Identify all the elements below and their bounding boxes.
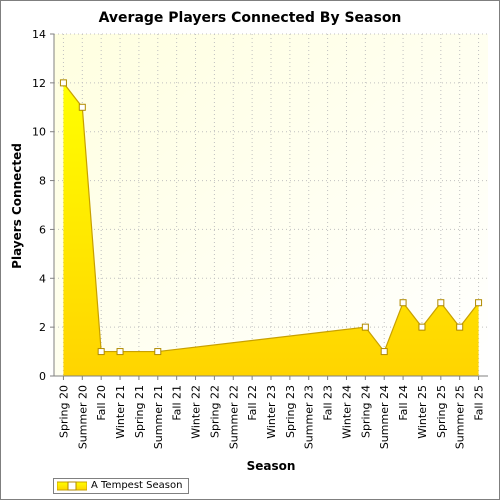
x-tick-label: Fall 24: [397, 385, 410, 421]
x-tick-label: Fall 21: [171, 385, 184, 421]
y-tick-label: 4: [39, 272, 46, 285]
series-line: [62, 82, 480, 353]
x-tick-label: Winter 25: [416, 385, 429, 439]
data-point: [380, 348, 388, 356]
x-tick-label: Winter 23: [265, 385, 278, 439]
data-point: [475, 299, 483, 307]
legend-label: A Tempest Season: [91, 480, 183, 491]
x-axis-title: Season: [247, 459, 296, 473]
x-tick-label: Fall 20: [95, 385, 108, 421]
x-tick-label: Summer 20: [76, 385, 89, 449]
data-point: [78, 103, 86, 111]
data-point: [116, 348, 124, 356]
x-tick-label: Winter 24: [340, 385, 353, 439]
x-tick-label: Winter 22: [190, 385, 203, 439]
y-tick-label: 14: [32, 28, 46, 41]
y-tick-label: 0: [39, 370, 46, 383]
x-tick-label: Summer 21: [152, 385, 165, 449]
x-tick-label: Spring 22: [208, 385, 221, 438]
x-tick-label: Fall 22: [246, 385, 259, 421]
x-tick-label: Spring 20: [57, 385, 70, 438]
x-tick-label: Summer 25: [454, 385, 467, 449]
x-tick-label: Spring 24: [359, 385, 372, 438]
chart-title: Average Players Connected By Season: [99, 10, 402, 26]
data-point: [59, 79, 67, 87]
data-point: [154, 348, 162, 356]
x-tick-label: Winter 21: [114, 385, 127, 439]
legend: A Tempest Season: [53, 478, 189, 494]
x-tick-label: Summer 22: [227, 385, 240, 449]
legend-swatch-icon: [57, 481, 87, 491]
x-tick-label: Spring 21: [133, 385, 146, 438]
x-tick-label: Summer 23: [303, 385, 316, 449]
y-tick-label: 6: [39, 223, 46, 236]
data-point: [97, 348, 105, 356]
y-axis-title: Players Connected: [10, 143, 24, 269]
plot-area: 0 2 4 6 8 10 12 14 Spring 20 Summer 20 Fall 20 Wint…: [32, 28, 488, 449]
series-area: [63, 82, 479, 376]
y-tick-label: 12: [32, 77, 46, 90]
x-tick-label: Spring 23: [284, 385, 297, 438]
x-tick-label: Spring 25: [435, 385, 448, 438]
y-tick-label: 8: [39, 175, 46, 188]
data-point: [399, 299, 407, 307]
x-tick-label: Fall 25: [473, 385, 486, 421]
data-point: [437, 299, 445, 307]
data-point: [361, 323, 369, 331]
data-point: [456, 323, 464, 331]
x-tick-label: Fall 23: [322, 385, 335, 421]
y-tick-label: 2: [39, 321, 46, 334]
data-point: [418, 323, 426, 331]
x-tick-label: Summer 24: [378, 385, 391, 449]
y-tick-label: 10: [32, 126, 46, 139]
